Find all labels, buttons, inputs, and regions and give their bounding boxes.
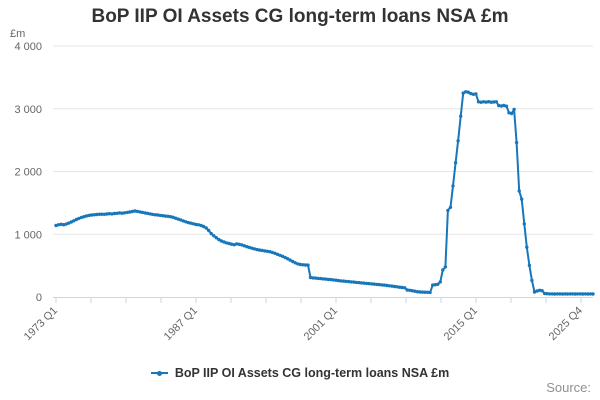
chart-title: BoP IIP OI Assets CG long-term loans NSA… <box>91 6 509 27</box>
svg-text:2001 Q1: 2001 Q1 <box>302 305 340 343</box>
data-series-line[interactable] <box>55 90 594 295</box>
source-label: Source: <box>546 380 591 395</box>
legend-dot <box>156 370 162 376</box>
svg-text:4 000: 4 000 <box>14 41 42 53</box>
svg-text:3 000: 3 000 <box>14 104 42 116</box>
svg-text:1973 Q1: 1973 Q1 <box>22 305 60 343</box>
svg-text:2025 Q4: 2025 Q4 <box>547 305 585 343</box>
svg-text:1 000: 1 000 <box>14 229 42 241</box>
svg-text:1987 Q1: 1987 Q1 <box>162 305 200 343</box>
gridlines <box>53 45 593 235</box>
svg-text:2 000: 2 000 <box>14 167 42 179</box>
svg-text:0: 0 <box>36 292 42 304</box>
x-axis-ticks <box>55 298 582 303</box>
legend-item[interactable]: BoP IIP OI Assets CG long-term loans NSA… <box>0 364 600 382</box>
data-series-markers[interactable] <box>54 90 595 296</box>
svg-text:2015 Q1: 2015 Q1 <box>442 305 480 343</box>
y-axis-labels: 0 1 000 2 000 3 000 4 000 <box>14 41 42 304</box>
legend-line-marker-icon <box>150 369 168 378</box>
y-axis-unit-label: £m <box>10 28 25 40</box>
x-axis-labels: 1973 Q1 1987 Q1 2001 Q1 2015 Q1 2025 Q4 <box>22 305 585 343</box>
legend-label: BoP IIP OI Assets CG long-term loans NSA… <box>174 366 450 380</box>
